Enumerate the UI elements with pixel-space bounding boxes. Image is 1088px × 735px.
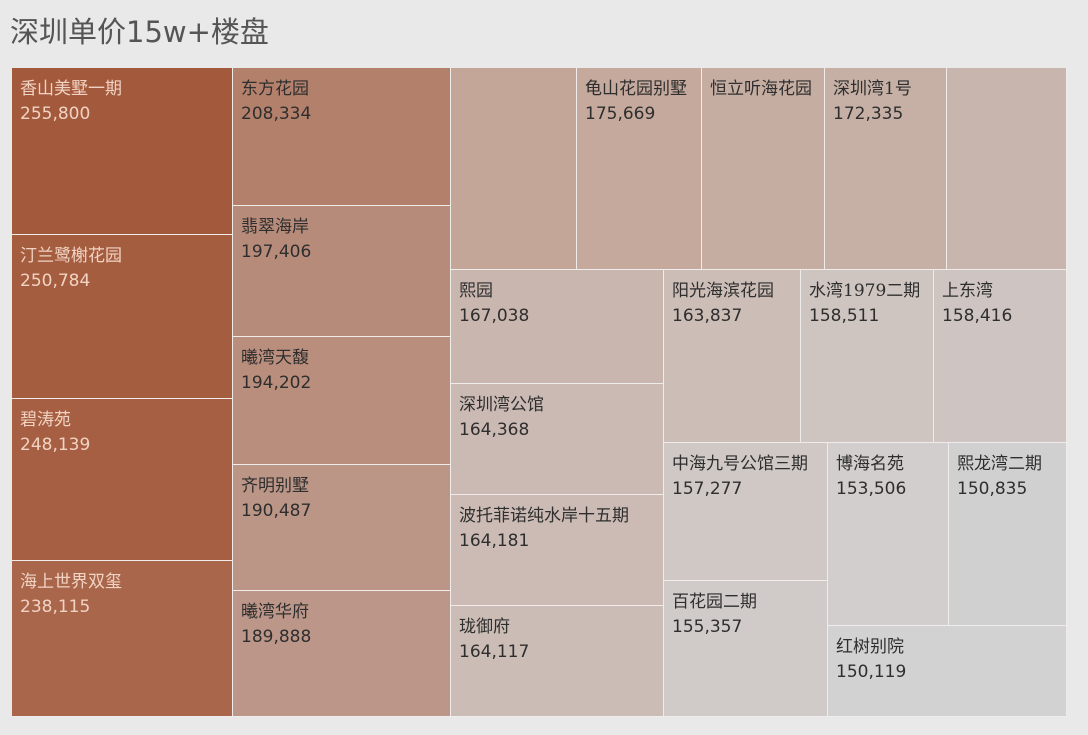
treemap-cell[interactable]: 龟山花园别墅 175,669 (577, 68, 702, 270)
cell-label: 阳光海滨花园 (672, 281, 774, 301)
cell-value: 255,800 (20, 104, 91, 124)
cell-value: 167,038 (459, 306, 530, 326)
treemap-cell[interactable]: 汀兰鹭榭花园 250,784 (12, 235, 233, 399)
cell-label: 红树别院 (836, 637, 904, 657)
treemap: 香山美墅一期 255,800 汀兰鹭榭花园 250,784 碧涛苑 248,13… (12, 68, 1067, 717)
treemap-cell[interactable]: 波托菲诺纯水岸十五期 164,181 (451, 495, 664, 606)
cell-label: 曦湾天馥 (241, 348, 309, 368)
treemap-cell[interactable]: 海上世界双玺 238,115 (12, 561, 233, 717)
treemap-cell[interactable]: 百花园二期 155,357 (664, 581, 828, 717)
treemap-cell[interactable] (947, 68, 1067, 270)
cell-value: 250,784 (20, 271, 91, 291)
treemap-cell[interactable]: 阳光海滨花园 163,837 (664, 270, 801, 443)
cell-value: 189,888 (241, 627, 312, 647)
cell-label: 碧涛苑 (20, 410, 71, 430)
cell-label: 珑御府 (459, 617, 510, 637)
cell-value: 153,506 (836, 479, 907, 499)
treemap-cell[interactable] (451, 68, 577, 270)
treemap-cell[interactable]: 红树别院 150,119 (828, 626, 1067, 717)
cell-label: 水湾1979二期 (809, 281, 921, 301)
cell-label: 熙龙湾二期 (957, 454, 1042, 474)
treemap-cell[interactable]: 熙园 167,038 (451, 270, 664, 384)
cell-value: 197,406 (241, 242, 312, 262)
cell-value: 164,368 (459, 420, 530, 440)
treemap-cell[interactable]: 齐明别墅 190,487 (233, 465, 451, 591)
cell-value: 150,835 (957, 479, 1028, 499)
cell-label: 深圳湾1号 (833, 79, 912, 99)
treemap-cell[interactable]: 深圳湾公馆 164,368 (451, 384, 664, 495)
cell-value: 155,357 (672, 617, 743, 637)
cell-label: 东方花园 (241, 79, 309, 99)
cell-value: 190,487 (241, 501, 312, 521)
cell-label: 深圳湾公馆 (459, 395, 544, 415)
treemap-cell[interactable]: 博海名苑 153,506 (828, 443, 949, 626)
treemap-cell[interactable]: 上东湾 158,416 (934, 270, 1067, 443)
cell-label: 中海九号公馆三期 (672, 454, 808, 474)
chart-title: 深圳单价15w+楼盘 (10, 15, 269, 49)
cell-value: 164,181 (459, 531, 530, 551)
cell-value: 208,334 (241, 104, 312, 124)
cell-label: 汀兰鹭榭花园 (20, 246, 122, 266)
cell-value: 164,117 (459, 642, 530, 662)
cell-value: 194,202 (241, 373, 312, 393)
treemap-cell[interactable]: 翡翠海岸 197,406 (233, 206, 451, 337)
treemap-cell[interactable]: 恒立听海花园 (702, 68, 825, 270)
cell-label: 龟山花园别墅 (585, 79, 687, 99)
treemap-cell[interactable]: 碧涛苑 248,139 (12, 399, 233, 561)
treemap-cell[interactable]: 深圳湾1号 172,335 (825, 68, 947, 270)
cell-label: 齐明别墅 (241, 476, 309, 496)
treemap-cell[interactable]: 曦湾华府 189,888 (233, 591, 451, 717)
cell-value: 157,277 (672, 479, 743, 499)
cell-value: 163,837 (672, 306, 743, 326)
cell-value: 158,511 (809, 306, 880, 326)
cell-label: 上东湾 (942, 281, 993, 301)
treemap-cell[interactable]: 熙龙湾二期 150,835 (949, 443, 1067, 626)
cell-value: 172,335 (833, 104, 904, 124)
treemap-cell[interactable]: 珑御府 164,117 (451, 606, 664, 717)
cell-label: 熙园 (459, 281, 493, 301)
treemap-cell[interactable]: 曦湾天馥 194,202 (233, 337, 451, 465)
treemap-cell[interactable]: 中海九号公馆三期 157,277 (664, 443, 828, 581)
cell-value: 175,669 (585, 104, 656, 124)
cell-label: 海上世界双玺 (20, 572, 122, 592)
cell-label: 香山美墅一期 (20, 79, 122, 99)
cell-label: 波托菲诺纯水岸十五期 (459, 506, 629, 526)
cell-label: 曦湾华府 (241, 602, 309, 622)
cell-label: 翡翠海岸 (241, 217, 309, 237)
cell-value: 238,115 (20, 597, 91, 617)
cell-value: 248,139 (20, 435, 91, 455)
cell-value: 158,416 (942, 306, 1013, 326)
cell-label: 恒立听海花园 (710, 79, 812, 99)
cell-value: 150,119 (836, 662, 907, 682)
treemap-cell[interactable]: 水湾1979二期 158,511 (801, 270, 934, 443)
treemap-cell[interactable]: 香山美墅一期 255,800 (12, 68, 233, 235)
treemap-cell[interactable]: 东方花园 208,334 (233, 68, 451, 206)
cell-label: 博海名苑 (836, 454, 904, 474)
cell-label: 百花园二期 (672, 592, 757, 612)
